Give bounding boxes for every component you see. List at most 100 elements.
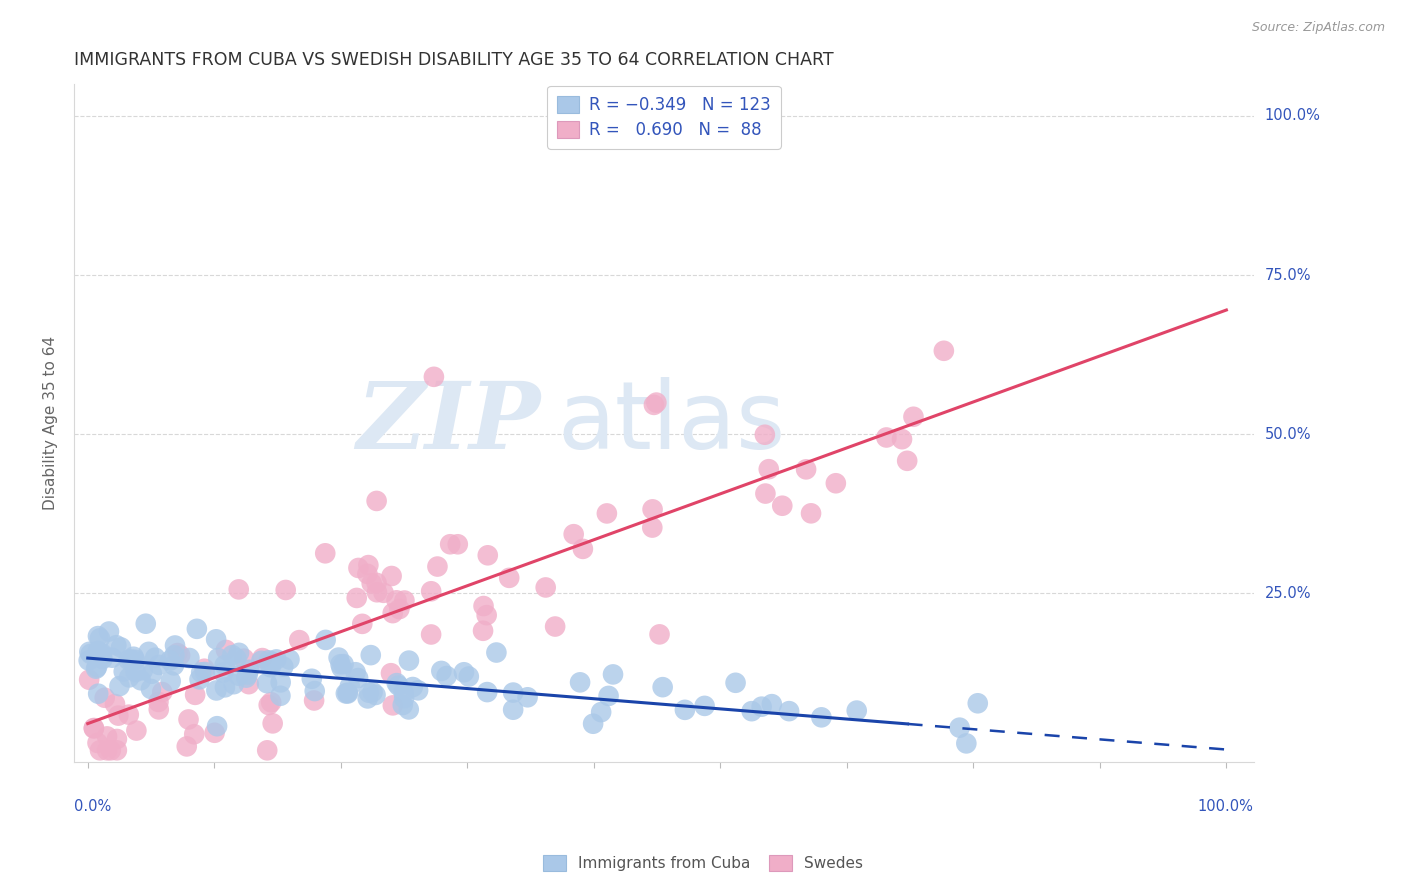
Point (388, 602, 411, 616)
Point (150, 685, 173, 699)
Point (235, 671, 257, 685)
Point (215, 643, 238, 657)
Point (875, 430, 897, 444)
Point (222, 677, 245, 691)
Point (824, 476, 846, 491)
Point (641, 502, 664, 516)
Point (485, 646, 508, 660)
Point (845, 704, 868, 718)
Point (472, 599, 495, 613)
Point (391, 698, 413, 712)
Point (472, 624, 495, 638)
Point (344, 665, 367, 680)
Point (190, 665, 212, 680)
Text: 25.0%: 25.0% (1265, 586, 1312, 600)
Point (426, 559, 449, 574)
Point (91, 652, 114, 666)
Legend: Immigrants from Cuba, Swedes: Immigrants from Cuba, Swedes (537, 849, 869, 877)
Text: 75.0%: 75.0% (1265, 268, 1312, 283)
Point (347, 671, 370, 685)
Point (194, 665, 217, 679)
Point (339, 679, 361, 693)
Point (361, 685, 384, 699)
Point (112, 665, 135, 679)
Text: IMMIGRANTS FROM CUBA VS SWEDISH DISABILITY AGE 35 TO 64 CORRELATION CHART: IMMIGRANTS FROM CUBA VS SWEDISH DISABILI… (75, 51, 834, 69)
Point (87, 687, 110, 701)
Point (163, 639, 186, 653)
Text: ZIP: ZIP (356, 378, 540, 468)
Point (257, 698, 280, 712)
Point (693, 698, 716, 713)
Point (143, 650, 166, 665)
Point (392, 685, 415, 699)
Point (381, 606, 404, 620)
Point (754, 427, 776, 442)
Point (778, 704, 800, 718)
Point (117, 653, 139, 667)
Point (335, 686, 357, 700)
Point (457, 669, 479, 683)
Point (475, 608, 498, 623)
Point (86, 660, 108, 674)
Point (121, 654, 143, 668)
Point (932, 343, 955, 358)
Point (83, 721, 105, 735)
Point (96, 730, 118, 744)
Point (502, 685, 524, 699)
Point (184, 688, 207, 702)
Point (90, 648, 112, 662)
Point (582, 716, 605, 731)
Point (569, 675, 592, 690)
Point (257, 653, 280, 667)
Point (105, 743, 128, 757)
Point (800, 506, 823, 520)
Point (949, 721, 972, 735)
Point (394, 593, 416, 607)
Point (256, 676, 278, 690)
Point (193, 662, 215, 676)
Point (84, 662, 107, 676)
Point (148, 695, 170, 709)
Point (207, 651, 229, 665)
Point (77, 673, 100, 687)
Point (108, 679, 131, 693)
Point (166, 646, 188, 660)
Point (302, 693, 325, 707)
Point (87, 629, 110, 643)
Point (163, 658, 186, 673)
Point (360, 576, 382, 591)
Point (141, 666, 163, 681)
Point (83, 722, 105, 736)
Point (274, 582, 297, 597)
Point (385, 676, 408, 690)
Point (751, 699, 773, 714)
Point (214, 658, 236, 673)
Point (86, 736, 108, 750)
Point (105, 638, 128, 652)
Point (352, 616, 374, 631)
Point (139, 681, 162, 696)
Point (477, 549, 499, 563)
Point (741, 704, 763, 718)
Point (270, 675, 292, 690)
Point (516, 690, 538, 705)
Point (138, 645, 160, 659)
Point (101, 650, 124, 665)
Point (177, 713, 200, 727)
Point (120, 652, 142, 666)
Point (238, 663, 260, 677)
Point (366, 585, 388, 599)
Text: 50.0%: 50.0% (1265, 426, 1312, 442)
Point (966, 696, 988, 710)
Point (406, 683, 429, 698)
Point (314, 546, 336, 560)
Point (301, 672, 323, 686)
Point (381, 569, 404, 583)
Point (91, 647, 114, 661)
Point (262, 716, 284, 731)
Point (387, 679, 409, 693)
Point (641, 520, 664, 534)
Point (398, 702, 420, 716)
Point (132, 663, 155, 677)
Point (544, 619, 567, 633)
